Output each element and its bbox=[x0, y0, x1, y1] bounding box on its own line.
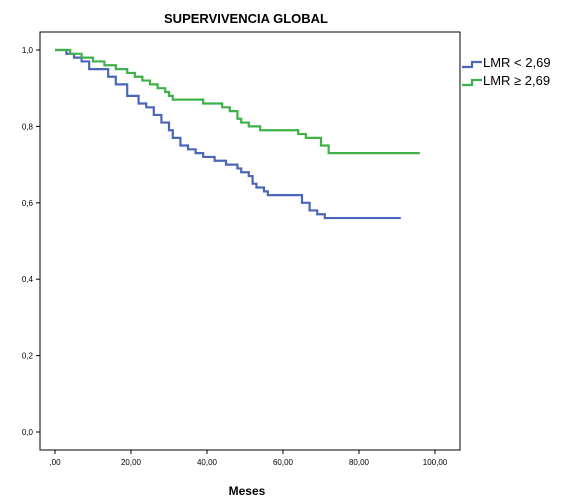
legend-label-series-2: LMR ≥ 2,69 bbox=[483, 73, 550, 88]
x-tick-label: 100,00 bbox=[423, 458, 448, 467]
x-tick-label: 80,00 bbox=[349, 458, 370, 467]
chart-title: SUPERVIVENCIA GLOBAL bbox=[164, 11, 328, 26]
x-axis-label: Meses bbox=[229, 484, 266, 498]
y-tick-label: 0,4 bbox=[22, 275, 34, 284]
y-tick-label: 0,2 bbox=[22, 352, 34, 361]
survival-curve-series-2 bbox=[55, 48, 420, 155]
x-tick-label: 40,00 bbox=[197, 458, 218, 467]
x-tick-label: 60,00 bbox=[273, 458, 294, 467]
y-tick-label: 0,0 bbox=[22, 428, 34, 437]
x-tick-label: 20,00 bbox=[121, 458, 142, 467]
x-tick-label: ,00 bbox=[49, 458, 61, 467]
plot-area bbox=[39, 31, 461, 451]
y-tick-label: 0,8 bbox=[22, 122, 34, 131]
survival-curve-series-1 bbox=[55, 48, 401, 220]
legend-swatch-series-1 bbox=[462, 60, 482, 69]
y-tick-label: 0,6 bbox=[22, 199, 34, 208]
legend-swatch-series-2 bbox=[462, 78, 482, 87]
legend-label-series-1: LMR < 2,69 bbox=[483, 55, 551, 70]
y-tick-label: 1,0 bbox=[22, 46, 34, 55]
